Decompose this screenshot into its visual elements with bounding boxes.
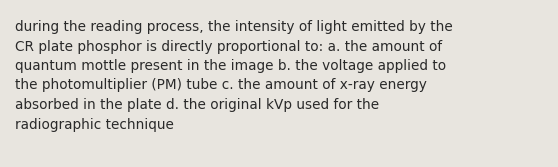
Text: absorbed in the plate d. the original kVp used for the: absorbed in the plate d. the original kV… <box>15 98 379 112</box>
Text: quantum mottle present in the image b. the voltage applied to: quantum mottle present in the image b. t… <box>15 59 446 73</box>
Text: radiographic technique: radiographic technique <box>15 118 174 131</box>
Text: the photomultiplier (PM) tube c. the amount of x-ray energy: the photomultiplier (PM) tube c. the amo… <box>15 78 427 93</box>
Text: CR plate phosphor is directly proportional to: a. the amount of: CR plate phosphor is directly proportion… <box>15 40 442 53</box>
Text: during the reading process, the intensity of light emitted by the: during the reading process, the intensit… <box>15 20 453 34</box>
